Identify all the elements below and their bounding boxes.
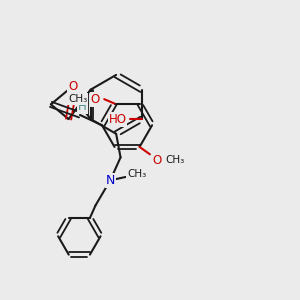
Text: N: N [106,174,115,187]
Text: O: O [153,154,162,167]
Text: CH₃: CH₃ [127,169,146,179]
Text: CH₃: CH₃ [68,94,87,104]
Text: HO: HO [109,112,127,126]
Text: CH₃: CH₃ [165,155,184,165]
Text: H: H [78,100,87,112]
Text: O: O [68,80,77,93]
Text: O: O [91,93,100,106]
